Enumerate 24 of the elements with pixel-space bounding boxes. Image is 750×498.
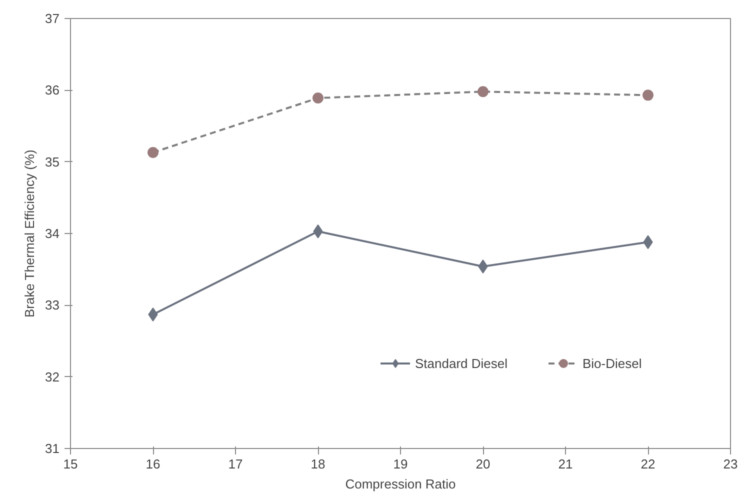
x-tick-label: 15 [63, 456, 78, 472]
point [478, 86, 488, 98]
y-tick-label: 33 [45, 298, 60, 313]
x-tick-label: 17 [228, 456, 243, 472]
x-tick-label: 16 [146, 456, 160, 472]
legend-label: Standard Diesel [415, 356, 508, 370]
y-axis-title: Brake Thermal Efficiency (%) [22, 150, 38, 318]
x-axis-title: Compression Ratio [345, 476, 456, 492]
x-tick-label: 21 [558, 456, 573, 472]
y-tick-label: 31 [45, 441, 60, 456]
y-tick-label: 35 [45, 154, 60, 170]
y-tick-label: 36 [45, 82, 60, 98]
legend-label: Bio-Diesel [582, 356, 642, 370]
point [642, 90, 654, 101]
y-tick-label: 37 [45, 11, 60, 26]
x-tick-label: 22 [640, 456, 656, 472]
point [312, 92, 324, 104]
y-tick-label: 34 [45, 226, 60, 241]
x-tick-label: 19 [393, 456, 408, 472]
x-tick-label: 23 [723, 456, 738, 472]
x-tick-label: 18 [310, 456, 326, 472]
point [148, 147, 158, 158]
x-tick-label: 20 [476, 456, 490, 472]
y-tick-label: 32 [45, 369, 60, 384]
